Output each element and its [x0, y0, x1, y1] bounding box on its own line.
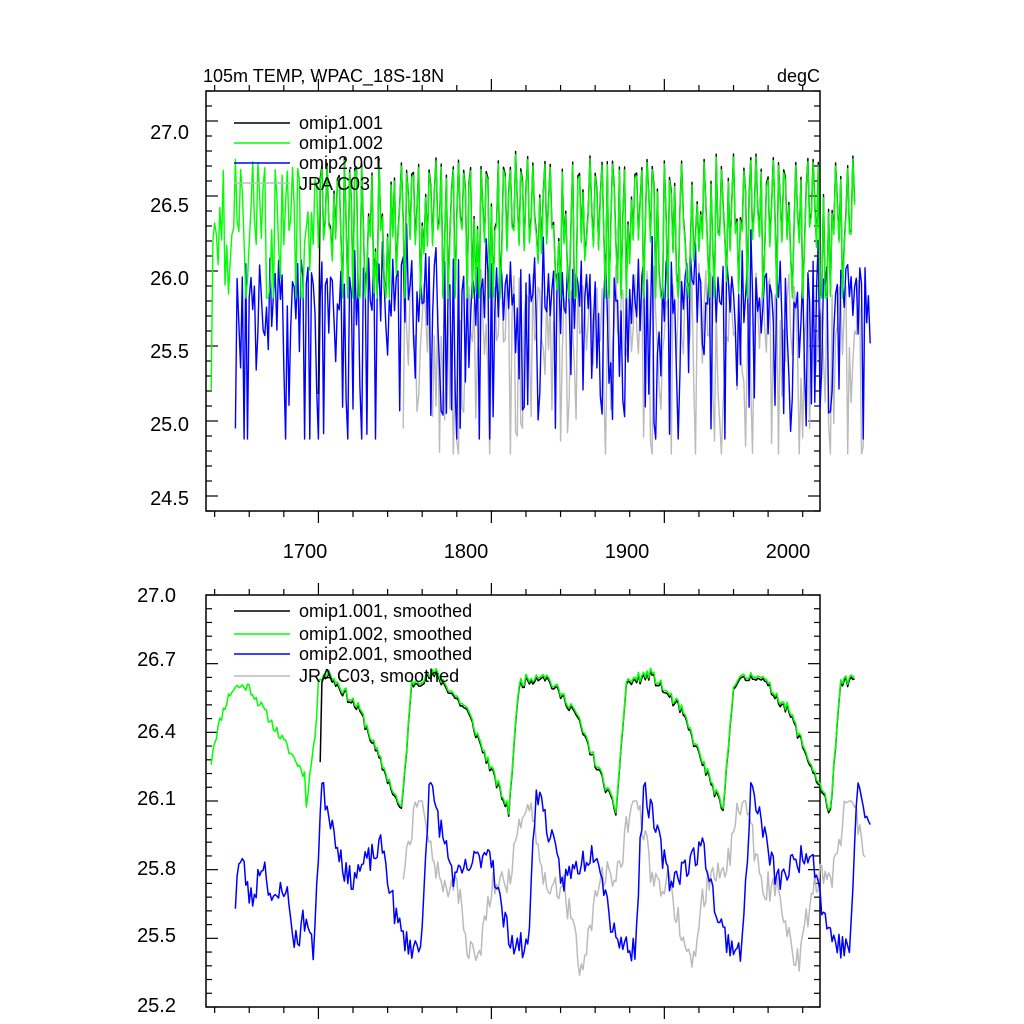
top-legend: omip1.001 omip1.002 omip2.001 JRA C03 — [234, 113, 383, 194]
top-xtick-label-1800: 1800 — [444, 541, 489, 563]
bottom-series-omip1-002 — [210, 667, 855, 815]
top-legend-omip2-001: omip2.001 — [299, 153, 383, 173]
bottom-y-tick-labels: 27.0 26.7 26.4 26.1 25.8 25.5 25.2 — [137, 585, 176, 1017]
top-ytick-label-25-0: 25.0 — [150, 414, 189, 436]
bottom-plot-lines — [210, 667, 871, 976]
top-ytick-label-26-5: 26.5 — [150, 195, 189, 217]
top-ytick-label-25-5: 25.5 — [150, 341, 189, 363]
top-ytick-label-24-5: 24.5 — [150, 488, 189, 510]
top-units-label: degC — [777, 66, 820, 86]
bottom-ytick-label-25-2: 25.2 — [137, 995, 176, 1017]
top-plot-lines — [210, 150, 871, 455]
bottom-legend-omip1-001: omip1.001, smoothed — [299, 601, 472, 621]
bottom-axis-ticks — [206, 583, 820, 1019]
bottom-series-jra-c03 — [402, 800, 866, 976]
top-panel: 105m TEMP, WPAC_18S-18N degC omip1.001 o… — [150, 66, 871, 563]
top-ytick-label-27-0: 27.0 — [150, 122, 189, 144]
top-series-jra-c03 — [402, 263, 866, 455]
top-legend-omip1-001: omip1.001 — [299, 113, 383, 133]
bottom-ytick-label-25-5: 25.5 — [137, 925, 176, 947]
top-xtick-label-2000: 2000 — [766, 541, 811, 563]
top-legend-jra-c03: JRA C03 — [299, 174, 370, 194]
top-xtick-label-1700: 1700 — [283, 541, 328, 563]
top-title: 105m TEMP, WPAC_18S-18N — [203, 66, 444, 87]
top-ytick-label-26-0: 26.0 — [150, 268, 189, 290]
bottom-ytick-label-27-0: 27.0 — [137, 585, 176, 607]
top-xtick-label-1900: 1900 — [605, 541, 650, 563]
top-y-tick-labels: 27.0 26.5 26.0 25.5 25.0 24.5 — [150, 122, 189, 510]
bottom-series-omip2-001 — [234, 781, 871, 962]
top-series-omip1-002 — [210, 153, 856, 392]
bottom-panel: omip1.001, smoothed omip1.002, smoothed … — [137, 583, 871, 1019]
bottom-ytick-label-26-4: 26.4 — [137, 721, 176, 743]
bottom-ytick-label-26-1: 26.1 — [137, 788, 176, 810]
top-legend-omip1-002: omip1.002 — [299, 133, 383, 153]
bottom-legend-omip1-002: omip1.002, smoothed — [299, 624, 472, 644]
bottom-legend-omip2-001: omip2.001, smoothed — [299, 644, 472, 664]
bottom-ytick-label-26-7: 26.7 — [137, 649, 176, 671]
bottom-legend: omip1.001, smoothed omip1.002, smoothed … — [234, 601, 472, 686]
top-x-tick-labels: 1700 1800 1900 2000 — [283, 541, 811, 563]
top-series-omip2-001 — [234, 223, 871, 440]
bottom-ytick-label-25-8: 25.8 — [137, 858, 176, 880]
bottom-legend-jra-c03: JRA C03, smoothed — [299, 666, 459, 686]
